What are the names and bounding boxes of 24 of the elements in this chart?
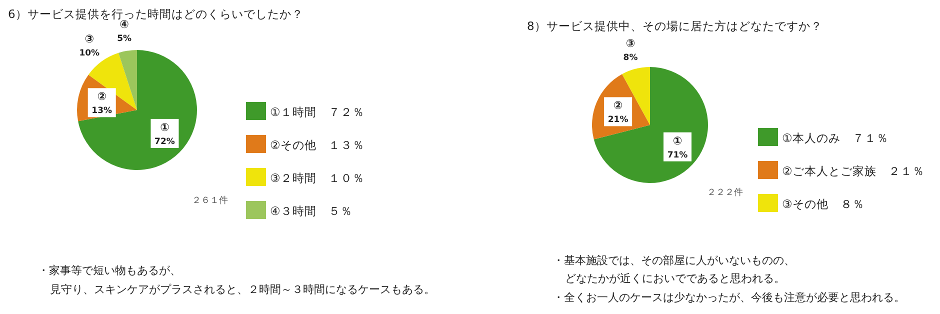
legend-label: ③２時間 １０％ xyxy=(270,171,364,185)
data-label: ③ 10% xyxy=(79,32,100,58)
text: ・家事等で短い物もあるが、 xyxy=(38,264,181,277)
legend-label: ①１時間 ７２％ xyxy=(270,105,364,119)
legend-label: ③その他 ８％ xyxy=(782,197,864,211)
legend-label: ①本人のみ ７１％ xyxy=(782,131,888,145)
data-label: ③ 8% xyxy=(623,37,638,64)
data-label: ① 72% xyxy=(154,120,176,147)
data-label: ② 13% xyxy=(92,90,113,116)
legend-label: ④３時間 ５％ xyxy=(270,204,352,218)
text: ２２２件 xyxy=(707,187,743,198)
chart-title: 8）サービス提供中、その場に居た方はどなたですか？ xyxy=(527,19,822,33)
text: ・全くお一人のケースは少なかったが、今後も注意が必要と思われる。 xyxy=(553,291,905,304)
legend-label: ②ご本人とご家族 ２１％ xyxy=(782,164,924,178)
text: 見守り、スキンケアがプラスされると、２時間～３時間になるケースもある。 xyxy=(50,283,435,296)
pie-slice xyxy=(78,50,197,170)
text: ・基本施設では、その部屋に人がいないものの、 xyxy=(553,254,795,267)
legend-label: ②その他 １３％ xyxy=(270,138,364,152)
text: どなたかが近くにおいでであると思われる。 xyxy=(565,272,785,285)
data-label: ① 71% xyxy=(667,134,688,160)
pie-slice xyxy=(118,50,137,110)
text: ２６１件 xyxy=(192,195,228,206)
data-label: ② 21% xyxy=(608,99,629,126)
chart-title: 6）サービス提供を行った時間はどのくらいでしたか？ xyxy=(8,7,304,21)
